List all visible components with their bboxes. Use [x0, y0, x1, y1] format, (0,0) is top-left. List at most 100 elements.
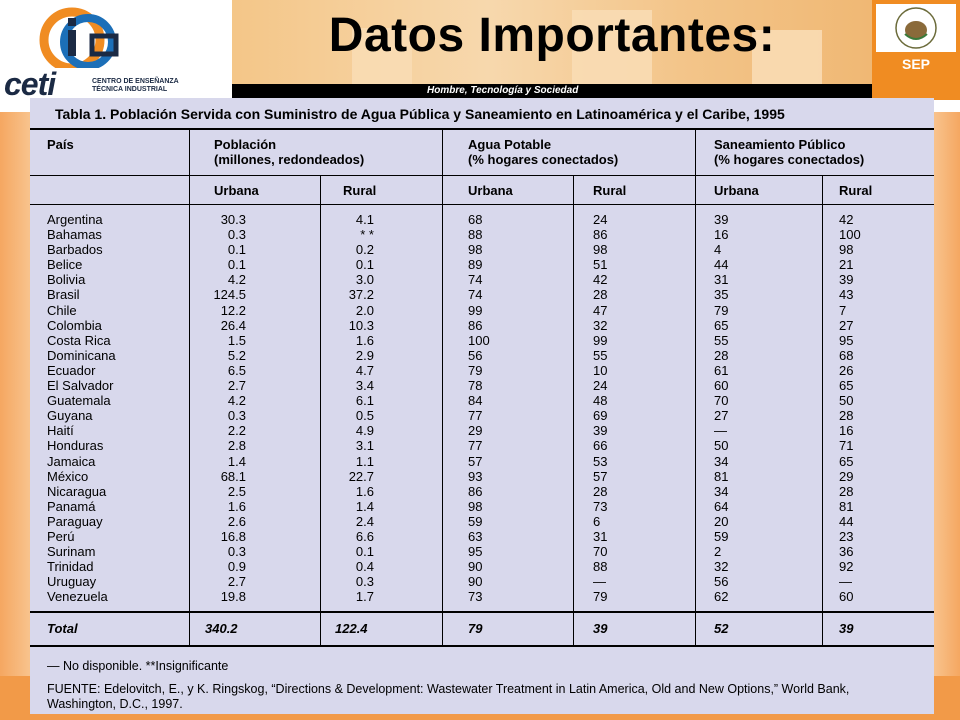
subheader-san-rural: Rural	[839, 183, 873, 198]
san-urbana-cell: 59	[714, 528, 729, 544]
rule-header-mid	[30, 175, 934, 176]
san-urbana-cell: 64	[714, 498, 729, 514]
san-urbana-cell: 44	[714, 257, 729, 273]
table-note: — No disponible. **Insignificante	[47, 659, 229, 673]
san-rural-cell: 39	[839, 272, 854, 288]
san-rural-cell: 23	[839, 528, 854, 544]
page-title: Datos Importantes:	[328, 9, 776, 62]
pob-rural-cell: 10.3	[348, 317, 374, 333]
pob-rural-cell: 37.2	[348, 287, 374, 303]
mexico-seal-icon	[895, 7, 937, 49]
pob-rural-cell: 1.4	[355, 498, 374, 514]
table-source: FUENTE: Edelovitch, E., y K. Ringskog, “…	[47, 682, 850, 711]
pob-rural-cell: 22.7	[348, 468, 374, 484]
agua-urbana-cell: 74	[468, 287, 483, 303]
san-rural-cell: 28	[839, 483, 854, 499]
pob-rural-cell: 4.9	[355, 423, 374, 439]
san-rural-cell: 65	[839, 378, 854, 394]
san-rural-cell: 42	[839, 212, 854, 227]
agua-rural-cell: 73	[593, 498, 608, 514]
san-rural-cell: 36	[839, 544, 854, 560]
header-band	[232, 0, 872, 84]
country-cell: Ecuador	[47, 362, 96, 378]
agua-urbana-cell: 95	[468, 544, 483, 560]
agua-urbana-cell: 59	[468, 513, 483, 529]
pob-urbana-cell: 68.1	[220, 468, 246, 484]
pob-rural-cell: 4.7	[355, 362, 374, 378]
agua-rural-cell: 66	[593, 438, 608, 454]
agua-rural-cell: 31	[593, 528, 608, 544]
pob-urbana-cell: 4.2	[227, 272, 246, 288]
agua-urbana-cell: 100	[468, 332, 490, 348]
san-rural-cell: 68	[839, 347, 854, 363]
agua-rural-cell: 10	[593, 362, 608, 378]
pob-rural-cell: 3.4	[355, 378, 374, 394]
agua-urbana-cell: 73	[468, 589, 483, 605]
total-pob-urbana: 340.2	[205, 621, 238, 636]
pob-urbana-cell: 0.1	[227, 242, 246, 258]
country-cell: Argentina	[47, 212, 103, 227]
country-cell: Nicaragua	[47, 483, 107, 499]
san-urbana-cell: 32	[714, 559, 729, 575]
subheader-san-urbana: Urbana	[714, 183, 759, 198]
pob-rural-cell: 3.1	[355, 438, 374, 454]
country-cell: El Salvador	[47, 378, 114, 394]
country-cell: Belice	[47, 257, 83, 273]
san-urbana-cell: 60	[714, 378, 729, 394]
san-urbana-cell: —	[714, 423, 727, 439]
pob-urbana-cell: 1.6	[227, 498, 246, 514]
agua-rural-cell: 55	[593, 347, 608, 363]
agua-urbana-cell: 89	[468, 257, 483, 273]
san-rural-cell: —	[839, 574, 852, 590]
header-saneamiento: Saneamiento Público (% hogares conectados…	[714, 137, 865, 167]
agua-urbana-cell: 77	[468, 408, 483, 424]
country-cell: Brasil	[47, 287, 80, 303]
san-urbana-cell: 61	[714, 362, 729, 378]
agua-rural-cell: 98	[593, 242, 608, 258]
agua-rural-cell: 48	[593, 393, 608, 409]
agua-rural-cell: 24	[593, 212, 608, 227]
san-rural-cell: 98	[839, 242, 854, 258]
pob-rural-cell: 6.6	[355, 528, 374, 544]
san-urbana-cell: 39	[714, 212, 729, 227]
country-cell: Colombia	[47, 317, 102, 333]
agua-rural-cell: 32	[593, 317, 608, 333]
agua-rural-cell: 42	[593, 272, 608, 288]
vrule-6	[822, 176, 823, 645]
pob-urbana-cell: 2.5	[227, 483, 246, 499]
san-rural-cell: 7	[839, 302, 847, 318]
san-urbana-cell: 20	[714, 513, 729, 529]
sep-seal-area	[876, 4, 956, 52]
country-cell: Haití	[47, 423, 74, 439]
pob-urbana-cell: 0.3	[227, 227, 246, 243]
pob-rural-cell: 2.0	[355, 302, 374, 318]
san-urbana-cell: 79	[714, 302, 729, 318]
san-urbana-cell: 34	[714, 453, 729, 469]
san-rural-cell: 28	[839, 408, 854, 424]
agua-rural-cell: —	[593, 574, 606, 590]
san-urbana-cell: 27	[714, 408, 729, 424]
pob-urbana-cell: 4.2	[227, 393, 246, 409]
rule-total-bottom	[30, 645, 934, 647]
pob-urbana-cell: 19.8	[220, 589, 246, 605]
agua-rural-cell: 70	[593, 544, 608, 560]
san-urbana-cell: 28	[714, 347, 729, 363]
san-rural-cell: 95	[839, 332, 854, 348]
pob-urbana-cell: 2.2	[227, 423, 246, 439]
agua-rural-cell: 28	[593, 483, 608, 499]
agua-urbana-cell: 78	[468, 378, 483, 394]
agua-rural-cell: 6	[593, 513, 601, 529]
subheader-agua-urbana: Urbana	[468, 183, 513, 198]
agua-rural-cell: 99	[593, 332, 608, 348]
agua-urbana-cell: 93	[468, 468, 483, 484]
san-rural-cell: 92	[839, 559, 854, 575]
pob-rural-cell: 1.7	[355, 589, 374, 605]
country-cell: Costa Rica	[47, 332, 111, 348]
pob-rural-cell: 4.1	[355, 212, 374, 227]
country-cell: Bolivia	[47, 272, 86, 288]
pob-urbana-cell: 124.5	[213, 287, 246, 303]
pob-rural-cell: * *	[360, 227, 374, 243]
pob-urbana-cell: 0.9	[227, 559, 246, 575]
san-urbana-cell: 62	[714, 589, 729, 605]
pob-urbana-cell: 1.5	[227, 332, 246, 348]
